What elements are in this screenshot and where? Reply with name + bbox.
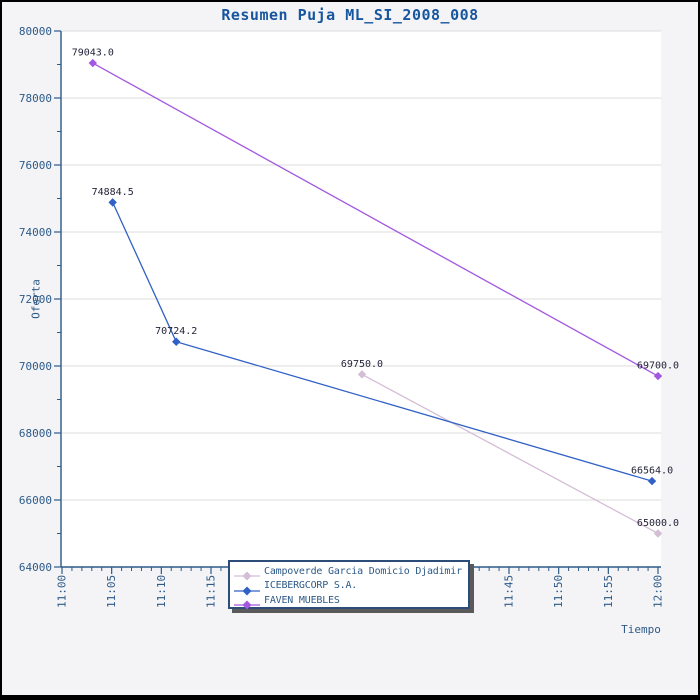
y-tick-label: 78000: [19, 92, 52, 105]
series-line-2: [92, 62, 659, 377]
legend-marker-diamond-icon: [234, 566, 260, 581]
x-tick-label: 11:00: [56, 575, 69, 608]
x-tick-label: 12:00: [652, 575, 665, 608]
legend-marker-diamond-icon: [234, 581, 260, 596]
data-point-series1: [172, 337, 181, 346]
legend-label: ICEBERGCORP S.A.: [264, 580, 358, 592]
legend-item: ICEBERGCORP S.A.: [234, 579, 468, 596]
legend-item: Campoverde Garcia Domicio Djadimir: [234, 564, 468, 581]
x-tick-label: 11:15: [205, 575, 218, 608]
data-point-series1: [108, 198, 117, 207]
x-tick-label: 11:45: [503, 575, 516, 608]
data-point-series2: [88, 58, 97, 68]
legend-item: FAVEN MUEBLES: [234, 593, 468, 610]
chart-title: Resumen Puja ML_SI_2008_008: [221, 6, 479, 24]
x-tick-label: 11:05: [105, 575, 118, 608]
legend-label: FAVEN MUEBLES: [264, 594, 340, 606]
x-axis-title: Tiempo: [621, 623, 661, 636]
data-label: 70724.2: [155, 326, 197, 337]
y-tick-label: 66000: [19, 494, 52, 507]
series-line-0: [361, 373, 659, 535]
y-tick-label: 74000: [19, 226, 52, 239]
data-label: 79043.0: [72, 48, 114, 59]
data-point-series0: [357, 370, 367, 379]
data-point-series1: [647, 476, 657, 486]
y-tick-label: 70000: [19, 360, 52, 373]
y-tick-label: 68000: [19, 427, 52, 440]
data-point-series0: [653, 529, 663, 538]
y-tick-label: 72000: [19, 293, 52, 306]
x-tick-label: 11:55: [602, 575, 615, 608]
data-label: 74884.5: [92, 187, 134, 198]
legend: Campoverde Garcia Domicio Djadimir ICEBE…: [228, 560, 470, 610]
data-point-series2: [653, 371, 663, 381]
data-label: 66564.0: [631, 466, 673, 477]
data-label: 69750.0: [341, 359, 383, 370]
x-tick-label: 11:50: [552, 575, 565, 608]
legend-marker-diamond-icon: [234, 595, 260, 610]
legend-label: Campoverde Garcia Domicio Djadimir: [264, 565, 462, 577]
data-label: 69700.0: [637, 361, 679, 372]
y-tick-label: 76000: [19, 159, 52, 172]
y-axis-title: Oferta: [29, 279, 43, 319]
x-tick-label: 11:10: [155, 575, 168, 608]
data-label: 65000.0: [637, 518, 679, 529]
y-tick-label: 80000: [19, 25, 52, 38]
y-tick-label: 64000: [19, 561, 52, 574]
